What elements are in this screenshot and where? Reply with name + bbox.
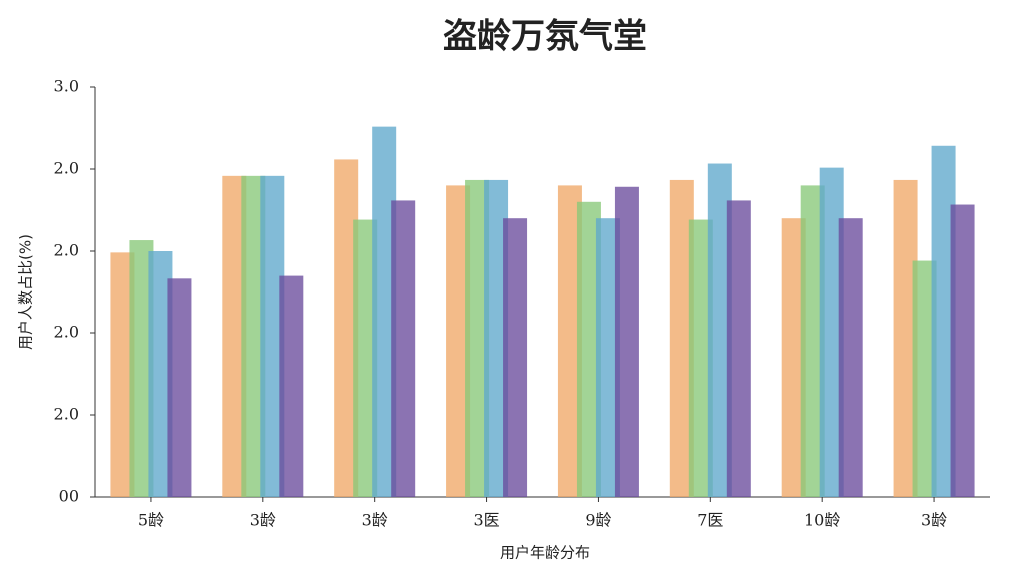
bar xyxy=(167,278,192,497)
bar xyxy=(391,200,416,497)
y-tick-label: 2.0 xyxy=(54,323,79,342)
bar xyxy=(279,275,304,497)
y-tick-label: 2.0 xyxy=(54,159,79,178)
bar xyxy=(503,218,528,497)
y-tick-label: 2.0 xyxy=(54,405,79,424)
y-tick-label: 00 xyxy=(59,487,79,506)
x-tick-label: 10龄 xyxy=(804,511,840,530)
bar xyxy=(614,186,639,497)
x-tick-label: 3龄 xyxy=(250,511,276,530)
y-tick-label: 3.0 xyxy=(54,77,79,96)
x-tick-label: 3龄 xyxy=(921,511,947,530)
y-tick-label: 2.0 xyxy=(54,241,79,260)
x-tick-label: 3龄 xyxy=(362,511,388,530)
bar xyxy=(726,200,751,497)
x-axis-label: 用户年龄分布 xyxy=(500,544,590,562)
x-tick-label: 5龄 xyxy=(138,511,164,530)
x-tick-label: 9龄 xyxy=(585,511,611,530)
x-tick-label: 3医 xyxy=(473,511,499,530)
x-tick-label: 7医 xyxy=(697,511,723,530)
chart-title: 盗龄万氛气堂 xyxy=(443,17,647,57)
bar xyxy=(838,218,863,497)
bar xyxy=(950,204,975,498)
y-axis-label: 用户人数占比(%) xyxy=(17,234,35,350)
